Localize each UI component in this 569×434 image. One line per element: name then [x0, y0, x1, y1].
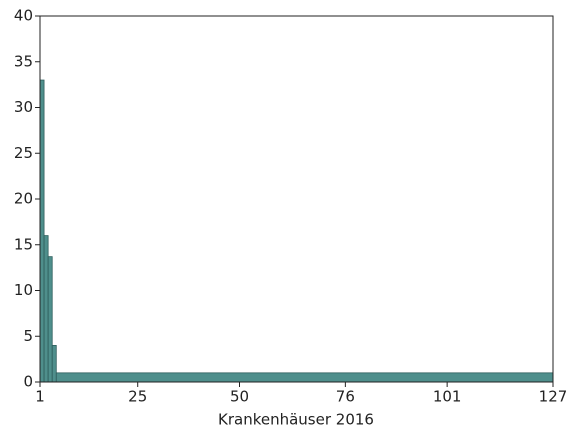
x-tick-label: 76 [336, 388, 355, 406]
y-tick-label: 30 [14, 98, 33, 116]
bar [51, 344, 57, 383]
y-tick-label: 10 [14, 281, 33, 299]
x-tick-label: 50 [230, 388, 249, 406]
x-tick-label: 25 [128, 388, 147, 406]
y-tick-label: 40 [14, 7, 33, 25]
x-tick-label: 101 [433, 388, 462, 406]
bar [55, 372, 554, 383]
y-tick-label: 5 [23, 327, 33, 345]
x-tick-label: 1 [35, 388, 45, 406]
bar [39, 79, 45, 383]
x-axis-label: Krankenhäuser 2016 [218, 411, 374, 429]
plot-frame [39, 15, 554, 383]
bar [43, 235, 49, 383]
y-tick-label: 15 [14, 235, 33, 253]
x-tick-label: 127 [539, 388, 568, 406]
y-tick-label: 20 [14, 190, 33, 208]
y-tick-label: 0 [23, 373, 33, 391]
y-tick-label: 35 [14, 52, 33, 70]
y-tick-label: 25 [14, 144, 33, 162]
bar [47, 256, 53, 383]
